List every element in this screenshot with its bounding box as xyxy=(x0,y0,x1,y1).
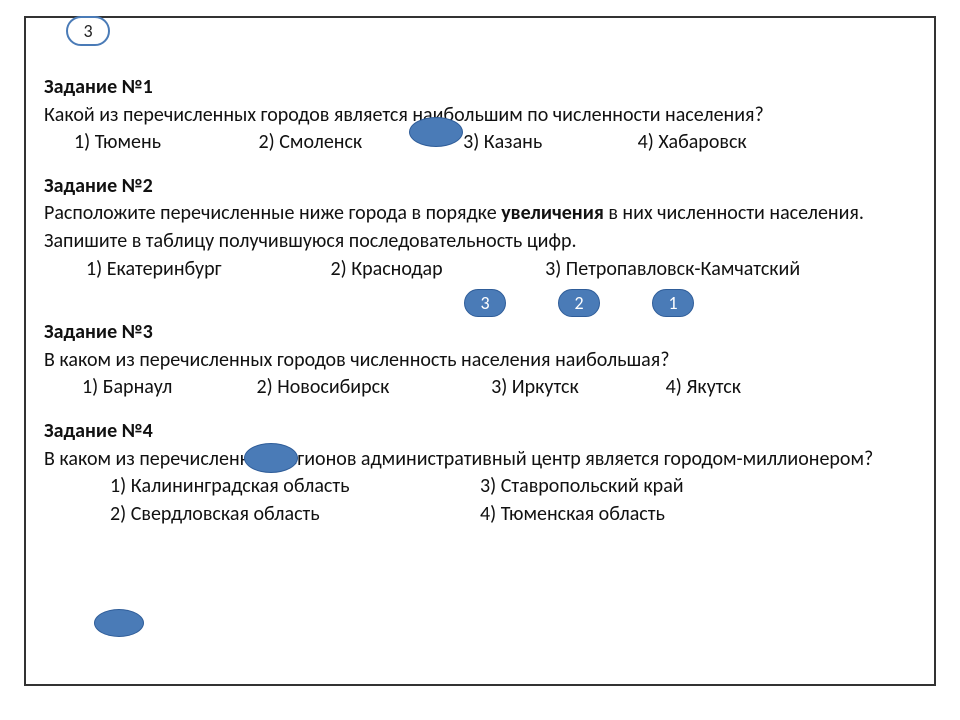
task2-question-line1: Расположите перечисленные ниже города в … xyxy=(44,200,920,228)
answer-badge: 2 xyxy=(558,289,600,317)
task4-optB2: 4) Тюменская область xyxy=(480,501,684,529)
task2-q1-after: в них численности населения. xyxy=(604,201,864,225)
task1-options: 1) Тюмень 2) Смоленск 3) Казань 4) Хабар… xyxy=(74,129,920,157)
task4-options: 1) Калининградская область 2) Свердловск… xyxy=(110,473,920,528)
answer-highlight-oval xyxy=(244,443,298,473)
task2-options: 1) Екатеринбург 2) Краснодар 3) Петропав… xyxy=(86,256,920,284)
task4-title: Задание №4 xyxy=(44,418,920,446)
task4-options-colB: 3) Ставропольский край 4) Тюменская обла… xyxy=(480,473,684,528)
task1-opt1: 1) Тюмень xyxy=(74,129,254,157)
answer-badge-text: 2 xyxy=(574,291,583,316)
document-frame: 3 Задание №1 Какой из перечисленных горо… xyxy=(24,16,936,686)
task4-question: В каком из перечисленных регионов админи… xyxy=(44,446,920,474)
answer-badge: 1 xyxy=(652,289,694,317)
content-area: Задание №1 Какой из перечисленных городо… xyxy=(44,74,920,528)
answer-badge: 3 xyxy=(464,289,506,317)
task4-options-colA: 1) Калининградская область 2) Свердловск… xyxy=(110,473,480,528)
task3-opt3: 3) Иркутск xyxy=(491,374,661,402)
page-number-badge: 3 xyxy=(66,16,110,46)
task3-opt4: 4) Якутск xyxy=(666,374,741,402)
answer-badge-text: 3 xyxy=(480,291,489,316)
task1-title: Задание №1 xyxy=(44,74,920,102)
task3-opt1: 1) Барнаул xyxy=(82,374,252,402)
answer-highlight-oval xyxy=(409,117,463,147)
task2-question-line2: Запишите в таблицу получившуюся последов… xyxy=(44,228,920,256)
task3-options: 1) Барнаул 2) Новосибирск 3) Иркутск 4) … xyxy=(82,374,920,402)
task1-opt3: 3) Казань xyxy=(463,129,633,157)
task2-opt3: 3) Петропавловск-Камчатский xyxy=(545,256,800,284)
task2-q1-bold: увеличения xyxy=(501,201,604,225)
task4-optA1: 1) Калининградская область xyxy=(110,473,480,501)
task2-answer-badges: 3 2 1 xyxy=(464,289,920,317)
answer-badge-text: 1 xyxy=(668,291,677,316)
task4-optA2: 2) Свердловская область xyxy=(110,501,480,529)
task1-opt4: 4) Хабаровск xyxy=(638,129,747,157)
task2-opt2: 2) Краснодар xyxy=(331,256,541,284)
task2-title: Задание №2 xyxy=(44,173,920,201)
task4-optB1: 3) Ставропольский край xyxy=(480,473,684,501)
task2-q1-before: Расположите перечисленные ниже города в … xyxy=(44,201,501,225)
task1-question: Какой из перечисленных городов является … xyxy=(44,102,920,130)
task3-opt2: 2) Новосибирск xyxy=(257,374,487,402)
answer-highlight-oval xyxy=(94,609,144,637)
task3-question: В каком из перечисленных городов численн… xyxy=(44,347,920,375)
page-number-text: 3 xyxy=(83,20,92,42)
task2-opt1: 1) Екатеринбург xyxy=(86,256,326,284)
task3-title: Задание №3 xyxy=(44,319,920,347)
